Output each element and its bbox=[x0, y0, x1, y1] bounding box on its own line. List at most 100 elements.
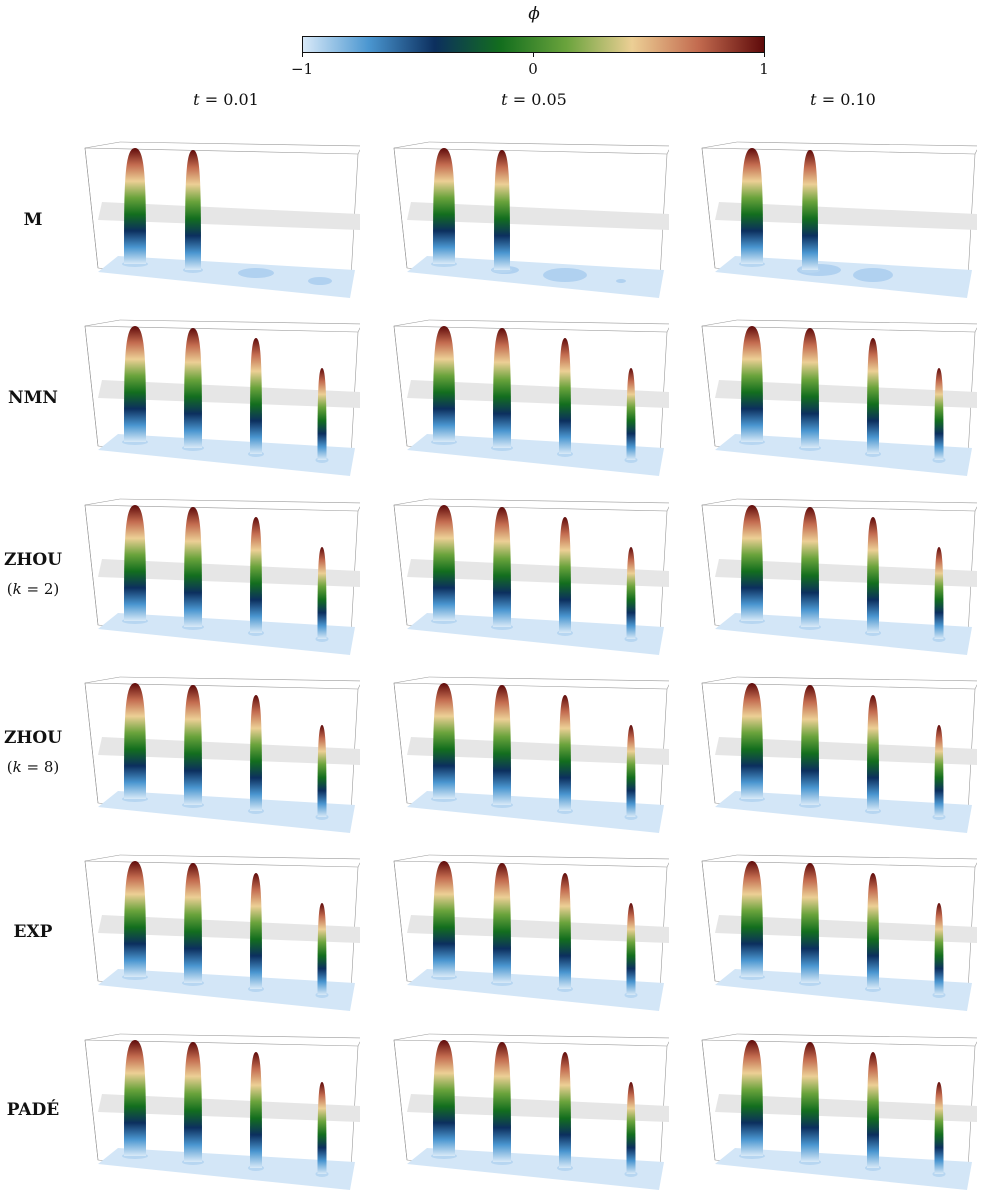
surface-svg bbox=[84, 854, 360, 1011]
surface-svg bbox=[701, 498, 977, 655]
row-label-zhou-k2: ZHOU (k = 2) bbox=[0, 550, 66, 598]
base-plane bbox=[98, 1148, 355, 1190]
peak-3 bbox=[559, 1052, 571, 1168]
surface-plot-r2-c2 bbox=[389, 318, 669, 478]
surface-plot-r4-c3 bbox=[697, 675, 977, 835]
peak-1 bbox=[741, 861, 763, 977]
peak-3 bbox=[250, 695, 262, 811]
peak-2 bbox=[801, 507, 819, 627]
column-title-2: t = 0.05 bbox=[501, 90, 567, 109]
surface-plot-r3-c3 bbox=[697, 497, 977, 657]
peak-4 bbox=[626, 1082, 636, 1174]
peak-3 bbox=[867, 873, 879, 989]
row-label-zhou-k8-param: (k = 8) bbox=[6, 758, 60, 776]
peak-4 bbox=[626, 725, 636, 817]
peak-3 bbox=[250, 1052, 262, 1168]
surface-svg bbox=[701, 676, 977, 833]
peak-2 bbox=[493, 863, 511, 983]
peak-1 bbox=[433, 683, 455, 799]
peak-2 bbox=[801, 685, 819, 805]
peak-4 bbox=[934, 903, 944, 995]
peak-2 bbox=[494, 150, 510, 270]
surface-plot-r5-c1 bbox=[80, 853, 360, 1013]
surface-svg bbox=[84, 1033, 360, 1190]
base-plane bbox=[715, 969, 972, 1011]
peak-4 bbox=[934, 547, 944, 639]
peak-3 bbox=[250, 338, 262, 454]
base-plane bbox=[715, 791, 972, 833]
column-title-1-value: 0.01 bbox=[223, 90, 259, 109]
phase-blob bbox=[616, 279, 626, 283]
peak-2 bbox=[493, 685, 511, 805]
surface-svg bbox=[84, 498, 360, 655]
surface-plot-r1-c3 bbox=[697, 140, 977, 300]
column-title-1-var: t bbox=[193, 90, 200, 109]
peak-1 bbox=[741, 1040, 763, 1156]
peak-1 bbox=[124, 1040, 146, 1156]
colorbar-label-mid: 0 bbox=[528, 60, 538, 78]
zero-plane bbox=[407, 559, 669, 587]
peak-3 bbox=[250, 517, 262, 633]
base-plane bbox=[715, 613, 972, 655]
row-label-m: M bbox=[0, 210, 66, 230]
zero-plane bbox=[98, 915, 360, 943]
colorbar-symbol: ϕ bbox=[528, 4, 540, 24]
peak-3 bbox=[250, 873, 262, 989]
colorbar-tick-mid bbox=[533, 52, 534, 57]
peak-1 bbox=[433, 326, 455, 442]
row-label-zhou-k8: ZHOU (k = 8) bbox=[0, 728, 66, 776]
surface-plot-r2-c1 bbox=[80, 318, 360, 478]
zero-plane bbox=[98, 559, 360, 587]
peak-2 bbox=[185, 150, 201, 270]
surface-svg bbox=[393, 498, 669, 655]
column-title-3-var: t bbox=[810, 90, 817, 109]
zero-plane bbox=[715, 380, 977, 408]
column-title-3: t = 0.10 bbox=[810, 90, 876, 109]
row-label-zhou-k8-text: ZHOU bbox=[3, 728, 63, 748]
surface-plot-r1-c2 bbox=[389, 140, 669, 300]
row-label-exp: EXP bbox=[0, 922, 66, 942]
surface-plot-r5-c2 bbox=[389, 853, 669, 1013]
peak-1 bbox=[433, 1040, 455, 1156]
peak-3 bbox=[559, 338, 571, 454]
surface-plot-r5-c3 bbox=[697, 853, 977, 1013]
peak-3 bbox=[867, 517, 879, 633]
base-plane bbox=[407, 969, 664, 1011]
surface-plot-r3-c2 bbox=[389, 497, 669, 657]
peak-3 bbox=[867, 338, 879, 454]
peak-2 bbox=[493, 328, 511, 448]
zero-plane bbox=[407, 202, 669, 230]
peak-2 bbox=[802, 150, 818, 270]
peak-4 bbox=[934, 368, 944, 460]
base-plane bbox=[98, 791, 355, 833]
surface-plot-r1-c1 bbox=[80, 140, 360, 300]
peak-1 bbox=[124, 505, 146, 621]
column-title-3-value: 0.10 bbox=[840, 90, 876, 109]
peak-4 bbox=[317, 547, 327, 639]
column-title-2-value: 0.05 bbox=[531, 90, 567, 109]
surface-svg bbox=[393, 854, 669, 1011]
peak-4 bbox=[934, 725, 944, 817]
peak-4 bbox=[626, 368, 636, 460]
peak-1 bbox=[741, 505, 763, 621]
peak-4 bbox=[317, 368, 327, 460]
peak-2 bbox=[184, 685, 202, 805]
surface-plot-r6-c3 bbox=[697, 1032, 977, 1192]
surface-plot-r3-c1 bbox=[80, 497, 360, 657]
zero-plane bbox=[715, 915, 977, 943]
row-label-pade-text: PADÉ bbox=[6, 1100, 60, 1120]
peak-1 bbox=[124, 861, 146, 977]
surface-svg bbox=[701, 141, 977, 298]
peak-1 bbox=[433, 861, 455, 977]
surface-svg bbox=[701, 319, 977, 476]
surface-plot-r4-c2 bbox=[389, 675, 669, 835]
surface-plot-r4-c1 bbox=[80, 675, 360, 835]
base-plane bbox=[98, 256, 355, 298]
base-plane bbox=[715, 1148, 972, 1190]
peak-3 bbox=[559, 873, 571, 989]
colorbar-gradient bbox=[302, 36, 765, 53]
zero-plane bbox=[407, 1094, 669, 1122]
surface-svg bbox=[701, 854, 977, 1011]
peak-2 bbox=[801, 328, 819, 448]
phase-blob bbox=[238, 268, 274, 278]
